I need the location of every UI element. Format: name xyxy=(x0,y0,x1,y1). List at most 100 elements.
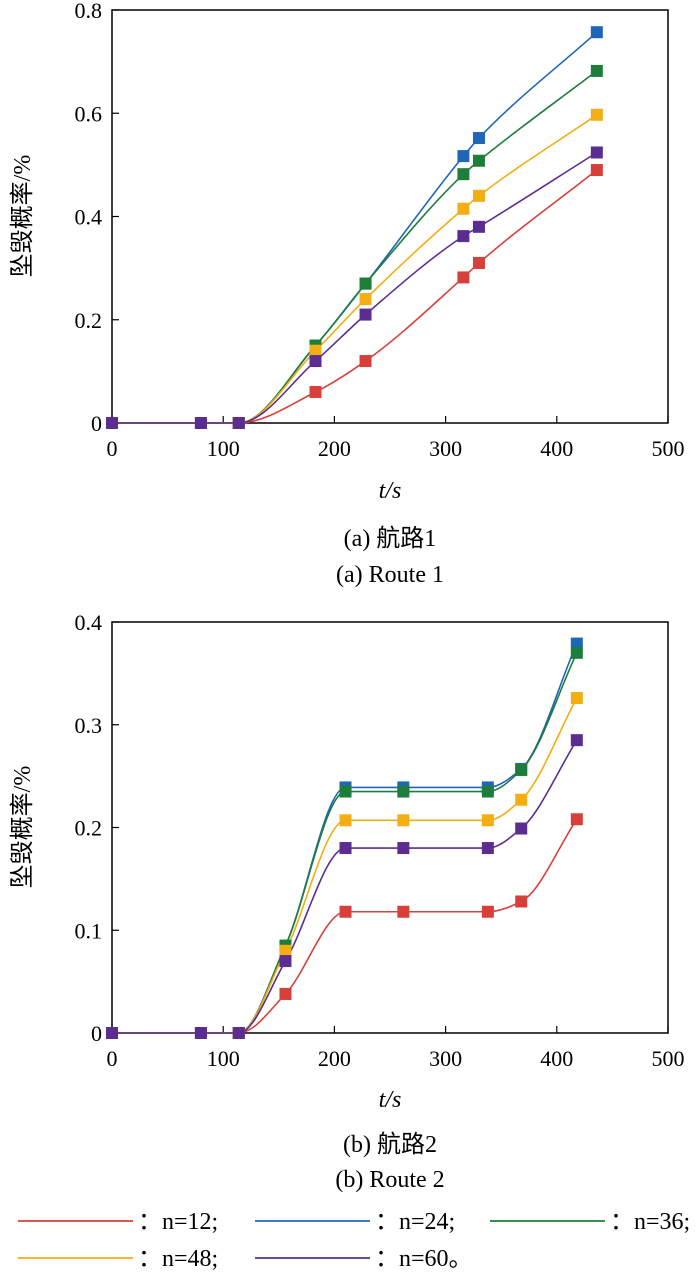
x-tick-label: 300 xyxy=(429,1046,462,1071)
x-axis-label: t/s xyxy=(379,1087,402,1113)
x-tick-label: 500 xyxy=(652,436,685,461)
data-point-marker xyxy=(457,202,470,215)
data-point-marker xyxy=(590,146,603,159)
data-point-marker xyxy=(481,842,494,855)
series-group xyxy=(106,637,583,1039)
y-tick-label: 0.1 xyxy=(75,918,103,943)
x-tick-label: 400 xyxy=(540,1046,573,1071)
data-point-marker xyxy=(194,417,207,429)
x-tick-label: 0 xyxy=(107,436,118,461)
axis-ticks: 0 100 200 300 400 500 0 0.2 0.4 0.6 0.8 xyxy=(75,0,685,461)
data-point-marker xyxy=(194,1027,207,1039)
y-tick-label: 0 xyxy=(91,1021,102,1046)
data-point-marker xyxy=(309,344,322,357)
legend-label: ：n=24; xyxy=(375,1209,455,1235)
chart-route-1: 0 100 200 300 400 500 0 0.2 0.4 0.6 0.8 坠毁概率/% t/s… xyxy=(9,0,685,588)
data-point-marker xyxy=(515,895,528,908)
data-point-marker xyxy=(397,814,410,827)
data-point-marker xyxy=(279,944,292,957)
x-tick-label: 500 xyxy=(652,1046,685,1071)
data-point-marker xyxy=(570,646,583,659)
y-tick-label: 0.6 xyxy=(75,101,103,126)
data-point-marker xyxy=(397,842,410,855)
y-tick-label: 0.4 xyxy=(75,205,103,230)
plot-frame xyxy=(111,621,669,1034)
data-point-marker xyxy=(106,417,118,429)
y-tick-label: 0.3 xyxy=(75,713,103,738)
x-tick-label: 200 xyxy=(318,436,351,461)
legend: ：n=12; ：n=24; ：n=36; ：n=48; ：n=60。 xyxy=(18,1209,690,1272)
y-axis-label: 坠毁概率/% xyxy=(9,766,36,889)
data-point-marker xyxy=(515,763,528,776)
data-point-marker xyxy=(570,813,583,826)
data-point-marker xyxy=(339,785,352,798)
data-point-marker xyxy=(232,1027,245,1039)
data-point-marker xyxy=(472,132,485,145)
data-point-marker xyxy=(397,905,410,918)
data-point-marker xyxy=(457,230,470,243)
caption-cn: (b) 航路2 xyxy=(343,1131,437,1158)
data-point-marker xyxy=(481,814,494,827)
data-point-marker xyxy=(359,293,372,306)
data-point-marker xyxy=(570,734,583,747)
data-point-marker xyxy=(359,355,372,368)
legend-item-n60: ：n=60。 xyxy=(255,1246,473,1272)
data-point-marker xyxy=(481,905,494,918)
data-point-marker xyxy=(472,154,485,167)
series-line xyxy=(111,643,578,1034)
legend-item-n36: ：n=36; xyxy=(490,1209,690,1235)
y-axis-label: 坠毁概率/% xyxy=(9,155,36,278)
data-point-marker xyxy=(339,842,352,855)
x-tick-label: 400 xyxy=(540,436,573,461)
caption-en: (a) Route 1 xyxy=(336,562,444,588)
x-tick-label: 300 xyxy=(429,436,462,461)
data-point-marker xyxy=(481,785,494,798)
data-point-marker xyxy=(397,785,410,798)
x-axis-label: t/s xyxy=(379,478,402,504)
y-tick-label: 0.4 xyxy=(75,610,103,635)
data-point-marker xyxy=(106,1027,118,1039)
data-point-marker xyxy=(515,822,528,835)
data-point-marker xyxy=(570,637,583,650)
data-point-marker xyxy=(590,26,603,39)
data-point-marker xyxy=(359,277,372,290)
legend-label: ：n=60。 xyxy=(375,1246,473,1272)
data-point-marker xyxy=(232,417,245,429)
data-point-marker xyxy=(457,150,470,163)
data-point-marker xyxy=(590,164,603,177)
data-point-marker xyxy=(309,386,322,399)
legend-item-n12: ：n=12; xyxy=(18,1209,218,1235)
series-line xyxy=(111,697,578,1034)
data-point-marker xyxy=(472,220,485,233)
series-group xyxy=(106,26,603,429)
caption-en: (b) Route 2 xyxy=(335,1167,444,1193)
legend-item-n48: ：n=48; xyxy=(18,1246,218,1272)
y-tick-label: 0 xyxy=(91,411,102,436)
series-line xyxy=(112,151,598,424)
y-tick-label: 0.8 xyxy=(75,0,103,23)
y-tick-label: 0.2 xyxy=(75,816,103,841)
data-point-marker xyxy=(359,308,372,321)
data-point-marker xyxy=(590,108,603,121)
legend-label: ：n=48; xyxy=(138,1246,218,1272)
x-tick-label: 0 xyxy=(107,1046,118,1071)
legend-item-n24: ：n=24; xyxy=(255,1209,455,1235)
plot-frame xyxy=(111,9,669,424)
data-point-marker xyxy=(279,987,292,1000)
axis-ticks: 0 100 200 300 400 500 0 0.1 0.2 0.3 0.4 xyxy=(75,610,685,1071)
series-line xyxy=(112,114,598,424)
y-tick-label: 0.2 xyxy=(75,308,103,333)
chart-route-2: 0 100 200 300 400 500 0 0.1 0.2 0.3 0.4 坠毁概率/% t/s… xyxy=(9,610,685,1193)
x-tick-label: 200 xyxy=(318,1046,351,1071)
series-line xyxy=(112,31,598,424)
series-line xyxy=(112,70,598,424)
data-point-marker xyxy=(590,64,603,77)
data-point-marker xyxy=(515,793,528,806)
data-point-marker xyxy=(339,905,352,918)
legend-label: ：n=12; xyxy=(138,1209,218,1235)
data-point-marker xyxy=(457,168,470,181)
data-point-marker xyxy=(309,355,322,368)
data-point-marker xyxy=(339,814,352,827)
data-point-marker xyxy=(472,256,485,269)
caption-cn: (a) 航路1 xyxy=(344,525,437,552)
